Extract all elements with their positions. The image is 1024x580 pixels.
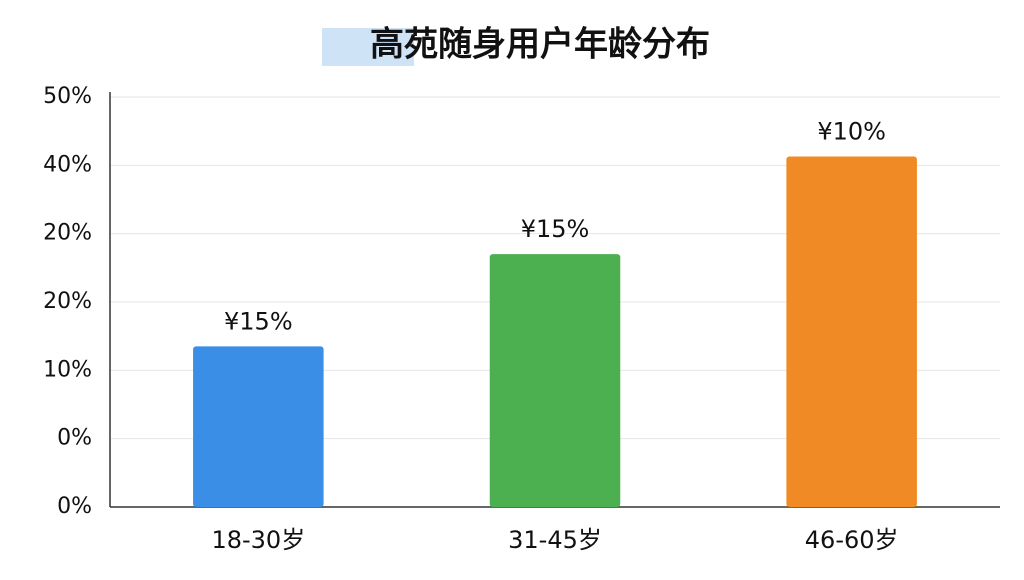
bar bbox=[786, 156, 917, 507]
x-tick-label: 31-45岁 bbox=[508, 526, 602, 554]
x-tick-label: 18-30岁 bbox=[211, 526, 305, 554]
y-tick-label: 0% bbox=[57, 426, 92, 451]
bar bbox=[193, 346, 324, 507]
value-label: ¥15% bbox=[521, 215, 590, 243]
y-tick-label: 0% bbox=[57, 494, 92, 519]
x-tick-label: 46-60岁 bbox=[805, 526, 899, 554]
title-highlight bbox=[322, 28, 414, 66]
value-label: ¥10% bbox=[817, 117, 886, 145]
y-tick-label: 50% bbox=[43, 84, 92, 109]
y-tick-label: 10% bbox=[43, 357, 92, 382]
y-tick-label: 40% bbox=[43, 152, 92, 177]
y-tick-label: 20% bbox=[43, 289, 92, 314]
chart-title: 高苑随身用户年龄分布 bbox=[370, 25, 710, 65]
value-label: ¥15% bbox=[224, 307, 293, 335]
y-tick-label: 20% bbox=[43, 221, 92, 246]
bar bbox=[489, 254, 621, 507]
